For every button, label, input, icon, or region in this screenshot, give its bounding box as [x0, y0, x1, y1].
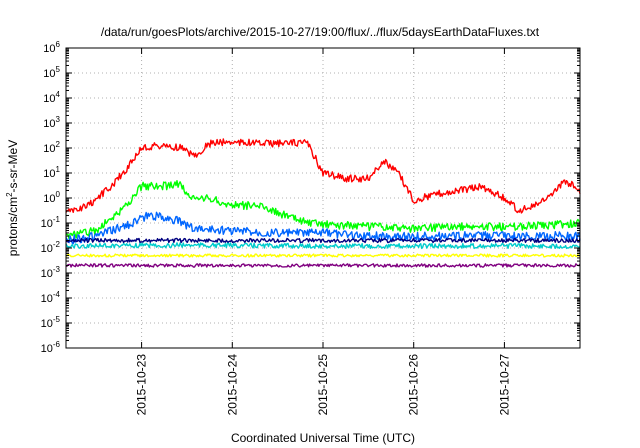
y-axis-label-unit: -s-sr-MeV	[6, 140, 20, 193]
x-tick-label: 2015-10-26	[407, 354, 421, 416]
y-tick-label: 100	[43, 190, 60, 205]
plot-frame	[65, 47, 581, 349]
y-axis-label-main: protons/cm	[6, 197, 20, 256]
y-tick-label: 101	[43, 165, 60, 180]
y-axis-label-exponent: 2	[5, 192, 14, 197]
y-tick-label: 10-4	[41, 290, 61, 305]
series-line-5	[65, 237, 581, 244]
series-line-1	[65, 138, 581, 214]
y-tick-label: 10-3	[41, 265, 61, 280]
series-line-4	[65, 242, 581, 250]
y-tick-label: 10-6	[41, 340, 61, 355]
y-tick-label: 102	[43, 140, 60, 155]
x-axis-ticks: 2015-10-23 2015-10-24 2015-10-25 2015-10-26…	[135, 48, 511, 416]
y-tick-label: 105	[43, 65, 60, 80]
series-line-2	[66, 179, 581, 240]
series-line-6	[65, 253, 581, 258]
y-tick-label: 106	[43, 40, 60, 55]
y-axis-ticks: 10-6 10-5 10-4 10-3 10-2 10-1 100 101 102 103 104 1…	[41, 40, 580, 355]
x-tick-label: 2015-10-25	[316, 354, 330, 416]
x-tick-label: 2015-10-27	[497, 354, 511, 416]
y-tick-label: 103	[43, 115, 60, 130]
y-tick-label: 104	[43, 90, 60, 105]
y-axis-label: protons/cm2-s-sr-MeV	[5, 140, 20, 256]
y-tick-label: 10-5	[41, 315, 61, 330]
y-tick-label: 10-1	[41, 215, 61, 230]
x-tick-label: 2015-10-23	[135, 354, 149, 416]
x-axis-label: Coordinated Universal Time (UTC)	[231, 431, 415, 445]
series-group	[65, 138, 581, 268]
x-tick-label: 2015-10-24	[225, 354, 239, 416]
chart-title: /data/run/goesPlots/archive/2015-10-27/1…	[101, 25, 540, 39]
series-line-3	[65, 211, 581, 245]
y-tick-label: 10-2	[41, 240, 61, 255]
series-line-7	[65, 263, 581, 268]
